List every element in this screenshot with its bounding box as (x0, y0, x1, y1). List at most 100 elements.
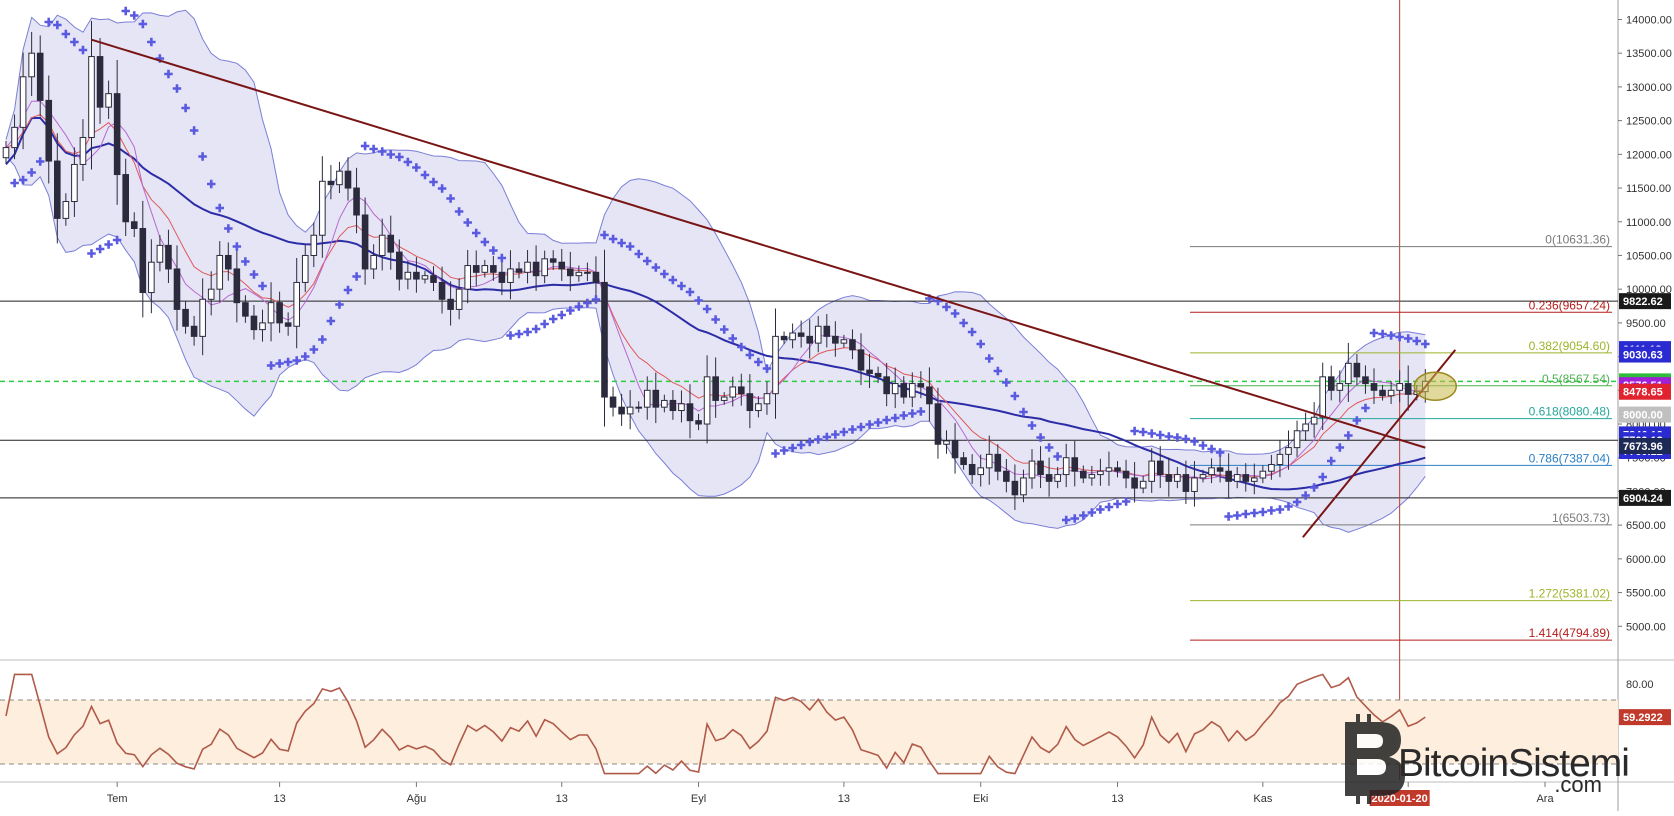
candle (1071, 440, 1079, 487)
candle-body (866, 369, 873, 374)
sar-dot: ✚ (1198, 440, 1207, 452)
candle (729, 376, 737, 407)
sar-dot: ✚ (1121, 497, 1130, 509)
candle-body (541, 258, 548, 277)
candle (447, 281, 454, 326)
fib-label: 0.786(7387.04) (1529, 451, 1610, 465)
sar-dot: ✚ (728, 334, 737, 346)
candle (284, 312, 292, 336)
candle-body (1020, 477, 1027, 496)
candle-body (934, 403, 942, 445)
sma-long-line (5, 116, 1426, 491)
sar-dot: ✚ (925, 293, 934, 305)
candle-body (883, 376, 890, 395)
sar-dot: ✚ (711, 315, 720, 327)
sar-dot: ✚ (839, 427, 848, 439)
candle (122, 158, 130, 237)
sar-dot: ✚ (104, 239, 113, 251)
candles (2, 20, 1429, 510)
candle (267, 282, 275, 342)
candle (45, 75, 53, 184)
candle (1353, 354, 1361, 386)
candle-body (515, 268, 523, 273)
rsi-tick-label: 80.00 (1626, 679, 1654, 691)
sar-dot: ✚ (1139, 427, 1148, 439)
sar-dot: ✚ (873, 417, 882, 429)
sar-dot: ✚ (583, 298, 592, 310)
candle (575, 265, 583, 282)
candle (883, 362, 890, 407)
candle-body (1251, 477, 1258, 482)
sar-dot: ✚ (702, 304, 711, 316)
candle (19, 52, 27, 150)
candle (1148, 448, 1156, 493)
candle-body (755, 403, 762, 412)
candle (1165, 457, 1173, 497)
candle (2, 141, 10, 164)
price-tick-label: 6000.00 (1626, 554, 1666, 566)
fib-label: 1(6503.73) (1552, 511, 1610, 525)
price-badge-bg (1619, 383, 1671, 400)
sar-dot: ✚ (480, 237, 489, 249)
price-tick-label: 11000.00 (1626, 217, 1671, 229)
time-axis: Tem13Ağu13Eyl13Eki13Kas13Ara2020-01-20 (107, 782, 1554, 806)
sar-dot: ✚ (386, 149, 395, 161)
price-badge-label: 7673.96 (1623, 441, 1663, 453)
price-badge: 9030.63 (1619, 346, 1671, 363)
candle-body (1011, 480, 1019, 496)
sar-dot: ✚ (762, 363, 771, 375)
candle (609, 386, 617, 417)
sar-dot: ✚ (420, 170, 429, 182)
sar-dot: ✚ (463, 218, 472, 230)
candle-body (1276, 453, 1284, 465)
parabolic-sar: ✚ ✚✚✚✚ ✚✚✚✚✚ ✚ ✚ ✚✚ ✚✚✚✚✚✚✚✚✚✚✚✚✚✚✚✚✚ ✚ ✚ ✚ ✚✚✚✚✚✚… (10, 6, 1430, 527)
candle-body (695, 420, 702, 425)
candle (1225, 453, 1232, 498)
candle-body (105, 93, 112, 108)
candle-body (276, 302, 283, 324)
candle (669, 390, 677, 420)
candle (951, 423, 959, 474)
candle (755, 396, 762, 418)
candle-body (601, 281, 608, 398)
candle-body (1003, 470, 1010, 482)
time-tick-label: 13 (838, 793, 850, 805)
candle (567, 251, 574, 292)
candle (173, 245, 181, 331)
sar-dot: ✚ (1079, 510, 1088, 522)
candle (917, 371, 925, 399)
sar-dot: ✚ (309, 345, 318, 357)
candle-body (1028, 460, 1036, 479)
fib-label: 0.236(9657.24) (1529, 298, 1610, 312)
sar-dot: ✚ (232, 241, 241, 253)
sar-dot: ✚ (720, 325, 729, 337)
candle-body (319, 180, 326, 236)
sar-dot: ✚ (1036, 432, 1045, 444)
candle (233, 247, 241, 323)
candle-body (703, 376, 711, 425)
candle-body (1396, 383, 1403, 391)
sar-dot: ✚ (241, 257, 250, 269)
candle-body (840, 339, 848, 344)
sar-dot: ✚ (959, 318, 968, 330)
candle (259, 309, 266, 342)
sar-dot: ✚ (1301, 491, 1310, 503)
price-tick-label: 12000.00 (1626, 149, 1672, 161)
sar-dot: ✚ (985, 353, 994, 365)
candle-body (943, 440, 950, 445)
candle (319, 156, 326, 258)
candle-body (79, 136, 87, 165)
fib-label: 0.382(9054.60) (1529, 339, 1610, 353)
trendlines[interactable] (91, 38, 1458, 538)
candle (1310, 402, 1318, 438)
candle (1285, 430, 1292, 470)
sar-dot: ✚ (36, 156, 45, 168)
candle (712, 357, 719, 418)
sar-dot: ✚ (266, 360, 275, 372)
sar-dot: ✚ (326, 316, 335, 328)
candle-body (122, 174, 130, 223)
candle-body (1353, 362, 1361, 378)
candle (1097, 458, 1104, 486)
